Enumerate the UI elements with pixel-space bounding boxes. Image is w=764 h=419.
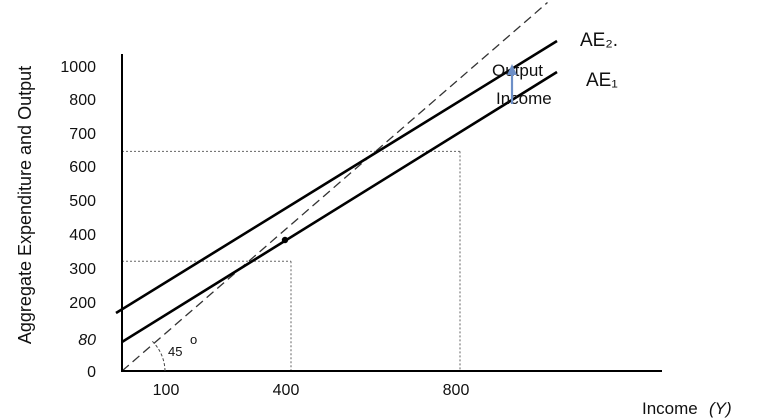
y-tick-label-500: 500 bbox=[69, 193, 96, 210]
degree-mark: o bbox=[190, 332, 197, 347]
y-tick-label-700: 700 bbox=[69, 126, 96, 143]
y-tick-label-400: 400 bbox=[69, 227, 96, 244]
equilibrium-point-1 bbox=[281, 236, 289, 244]
ae1-label: AE₁ bbox=[586, 70, 618, 91]
y-tick-label-80: 80 bbox=[78, 332, 96, 349]
y-tick-labels: 0 80 200 300 400 500 600 700 800 1000 bbox=[60, 59, 96, 381]
equilibrium-points bbox=[281, 236, 289, 244]
y-tick-label-600: 600 bbox=[69, 159, 96, 176]
angle-label: 45 bbox=[168, 344, 182, 359]
reference-lines bbox=[122, 150, 461, 371]
shift-arrow-head bbox=[507, 64, 517, 75]
y-tick-label-300: 300 bbox=[69, 261, 96, 278]
y-tick-label-1000: 1000 bbox=[60, 59, 96, 76]
x-axis-label-group: Income (Y) bbox=[642, 399, 732, 418]
y-tick-label-0: 0 bbox=[87, 364, 96, 381]
series-lines bbox=[115, 2, 558, 372]
angle-label-group: 45 o bbox=[150, 332, 197, 372]
output-annotation: Output bbox=[492, 61, 543, 80]
income-annotation: Income bbox=[496, 89, 552, 108]
x-axis-symbol: (Y) bbox=[709, 399, 732, 418]
x-tick-label-800: 800 bbox=[443, 382, 470, 399]
y-tick-label-800: 800 bbox=[69, 92, 96, 109]
series-line-ae1 bbox=[121, 70, 558, 344]
y-axis-label-group: Aggregate Expenditure and Output bbox=[15, 66, 35, 344]
y-tick-label-200: 200 bbox=[69, 295, 96, 312]
series-labels: AE₂. AE₁ bbox=[580, 30, 618, 91]
x-tick-labels: 100 400 800 bbox=[153, 382, 470, 399]
annotations: Output Income bbox=[492, 61, 552, 108]
y-axis-label: Aggregate Expenditure and Output bbox=[15, 66, 35, 344]
forty-five-degree-line bbox=[121, 2, 548, 372]
x-tick-label-100: 100 bbox=[153, 382, 180, 399]
ae2-label: AE₂. bbox=[580, 30, 618, 51]
axes bbox=[121, 54, 662, 372]
x-axis-label: Income bbox=[642, 399, 698, 418]
series-line-ae2 bbox=[115, 39, 558, 315]
angle-arc bbox=[150, 339, 166, 372]
shift-arrow bbox=[507, 64, 517, 104]
x-tick-label-400: 400 bbox=[273, 382, 300, 399]
